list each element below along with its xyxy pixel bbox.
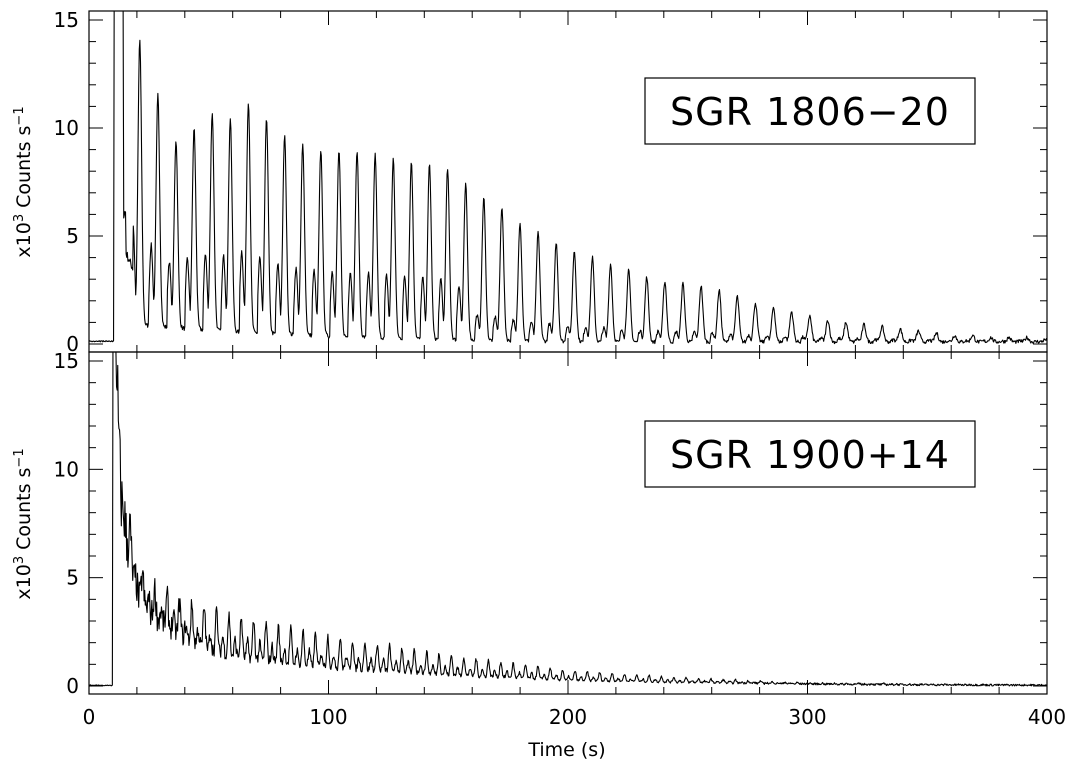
y-tick-label-top-5: 5 — [66, 224, 79, 248]
x-tick-label-400: 400 — [1028, 705, 1066, 729]
x-tick-label-0: 0 — [83, 705, 96, 729]
y-tick-label-bottom-0: 0 — [66, 674, 79, 698]
y-tick-label-top-15: 15 — [54, 8, 79, 32]
y-tick-label-top-0: 0 — [66, 332, 79, 356]
top-label-box — [644, 77, 976, 145]
bottom-y-axis-title: x103 Counts s−1 — [12, 448, 36, 599]
y-tick-label-bottom-15: 15 — [54, 349, 79, 373]
bottom-label-box — [644, 420, 976, 488]
top-panel-frame — [88, 10, 1048, 353]
y-tick-label-bottom-10: 10 — [54, 457, 79, 481]
x-tick-label-300: 300 — [788, 705, 826, 729]
x-tick-label-100: 100 — [309, 705, 347, 729]
x-axis-title: Time (s) — [527, 739, 605, 761]
top-y-axis-title: x103 Counts s−1 — [12, 106, 36, 257]
bottom-panel-label: SGR 1900+14 — [670, 433, 950, 477]
top-panel-label: SGR 1806−20 — [670, 90, 950, 134]
y-tick-label-bottom-5: 5 — [66, 566, 79, 590]
top-panel-ticks: 0 5 10 15 — [54, 8, 1048, 356]
bottom-series-line — [88, 351, 1048, 687]
top-series-line — [88, 10, 1048, 345]
y-tick-label-top-10: 10 — [54, 116, 79, 140]
bottom-panel-frame — [88, 351, 1048, 695]
bottom-panel-ticks: 0 5 10 15 0 100 200 300 400 — [54, 349, 1067, 729]
x-tick-label-200: 200 — [549, 705, 587, 729]
